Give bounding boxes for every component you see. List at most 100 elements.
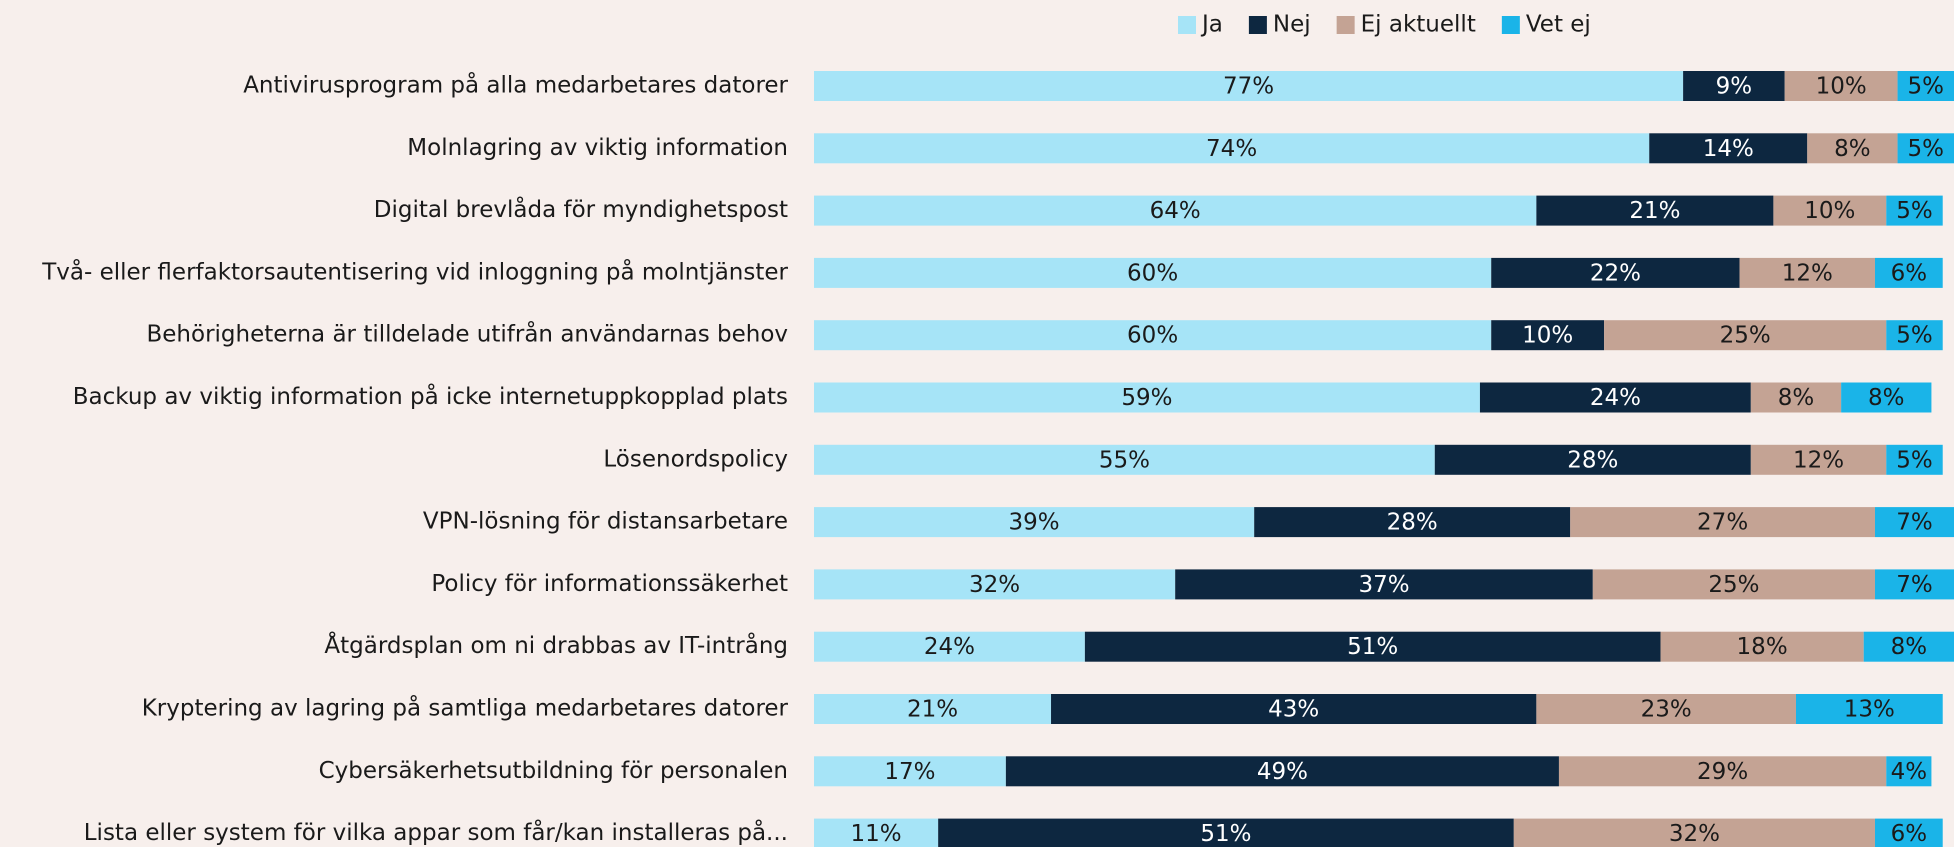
bar-segment [1886,320,1943,351]
data-label: 27% [1697,510,1748,536]
data-label: 43% [1268,697,1319,723]
bar-segment [938,818,1514,847]
data-label: 22% [1590,260,1641,286]
data-label: 55% [1099,447,1150,473]
y-tick-label: Två- eller flerfaktorsautentisering vid … [41,257,788,285]
legend-swatch [1178,16,1196,34]
bar-segment [1592,569,1875,600]
bar-segment [1536,694,1796,724]
bar-segment [1886,444,1943,475]
data-label: 12% [1782,260,1833,286]
bar-segment [814,195,1537,226]
data-label: 17% [884,759,935,785]
y-tick-label: Lösenordspolicy [603,446,788,472]
data-label: 32% [969,572,1020,598]
data-label: 5% [1908,136,1945,162]
data-label: 32% [1669,821,1720,847]
bar-segment [814,133,1650,164]
y-tick-label: Kryptering av lagring på samtliga medarb… [142,694,789,722]
bar-segment [1513,818,1875,847]
data-label: 21% [907,697,958,723]
data-label: 4% [1891,759,1928,785]
y-tick-label: Lista eller system för vilka appar som f… [84,818,788,846]
bar-segment [1491,257,1740,288]
bar-segment [814,320,1492,351]
bar-segment [814,257,1492,288]
y-tick-label: VPN-lösning för distansarbetare [423,509,788,535]
bar-segment [1570,507,1875,538]
bar-segment [1491,320,1605,351]
bar-segment [1005,756,1559,787]
bar-segment [1051,694,1537,724]
y-tick-label: Åtgärdsplan om ni drabbas av IT-intrång [324,631,788,659]
bar-segment [1739,257,1875,288]
bar-segment [1886,195,1943,226]
bar-segment [1434,444,1751,475]
data-label: 64% [1150,198,1201,224]
legend-label: Nej [1273,12,1311,38]
bar-segment [814,631,1085,662]
bar-segment [1479,382,1751,413]
bar-segment [814,444,1435,475]
bar-segment [1683,71,1785,101]
data-label: 24% [924,634,975,660]
bar-segment [1773,195,1887,226]
bar-segment [1874,257,1943,288]
bar-segment [1886,756,1932,787]
bar-segment [1084,631,1661,662]
bar-segment [1175,569,1593,600]
bar-segment [1604,320,1887,351]
data-label: 28% [1567,447,1618,473]
data-label: 6% [1891,821,1928,847]
legend-label: Ja [1200,12,1223,38]
data-label: 11% [851,821,902,847]
data-label: 60% [1127,323,1178,349]
legend-label: Vet ej [1526,12,1591,38]
data-label: 6% [1891,260,1928,286]
data-label: 37% [1358,572,1409,598]
legend-swatch [1248,16,1267,34]
data-label: 18% [1737,634,1788,660]
data-label: 25% [1720,323,1771,349]
bar-segment [814,507,1255,538]
bar-segment [1795,694,1943,724]
bar-segment [1807,133,1898,164]
data-label: 5% [1896,447,1933,473]
data-label: 10% [1804,198,1855,224]
data-label: 51% [1347,634,1398,660]
bar-segment [1750,444,1887,475]
bar-segment [814,756,1006,787]
bar-segment [814,818,939,847]
bar-segment [814,71,1684,101]
bar-segment [814,694,1052,724]
bar-segment [1874,569,1954,600]
bar-segment [814,382,1480,413]
data-label: 39% [1009,510,1060,536]
data-label: 60% [1127,260,1178,286]
data-label: 5% [1896,198,1933,224]
data-label: 14% [1703,136,1754,162]
data-label: 49% [1257,759,1308,785]
bar-segment [1874,818,1943,847]
y-tick-label: Molnlagring av viktig information [407,135,788,161]
data-label: 8% [1778,385,1815,411]
bar-segment [814,569,1176,600]
bar-segment [1660,631,1864,662]
data-label: 77% [1223,74,1274,100]
y-tick-label: Behörigheterna är tilldelade utifrån anv… [147,320,789,348]
data-label: 10% [1816,74,1867,100]
data-label: 74% [1206,136,1257,162]
data-label: 10% [1522,323,1573,349]
bar-segment [1874,507,1954,538]
bar-segment [1750,382,1842,413]
data-label: 21% [1629,198,1680,224]
bar-segment [1649,133,1808,164]
y-tick-label: Policy för informationssäkerhet [431,571,788,597]
legend-swatch [1501,16,1520,34]
data-label: 29% [1697,759,1748,785]
bar-segment [1863,631,1954,662]
y-tick-label: Cybersäkerhetsutbildning för personalen [319,758,788,784]
bar-segment [1558,756,1887,787]
y-tick-label: Digital brevlåda för myndighetspost [374,195,788,223]
